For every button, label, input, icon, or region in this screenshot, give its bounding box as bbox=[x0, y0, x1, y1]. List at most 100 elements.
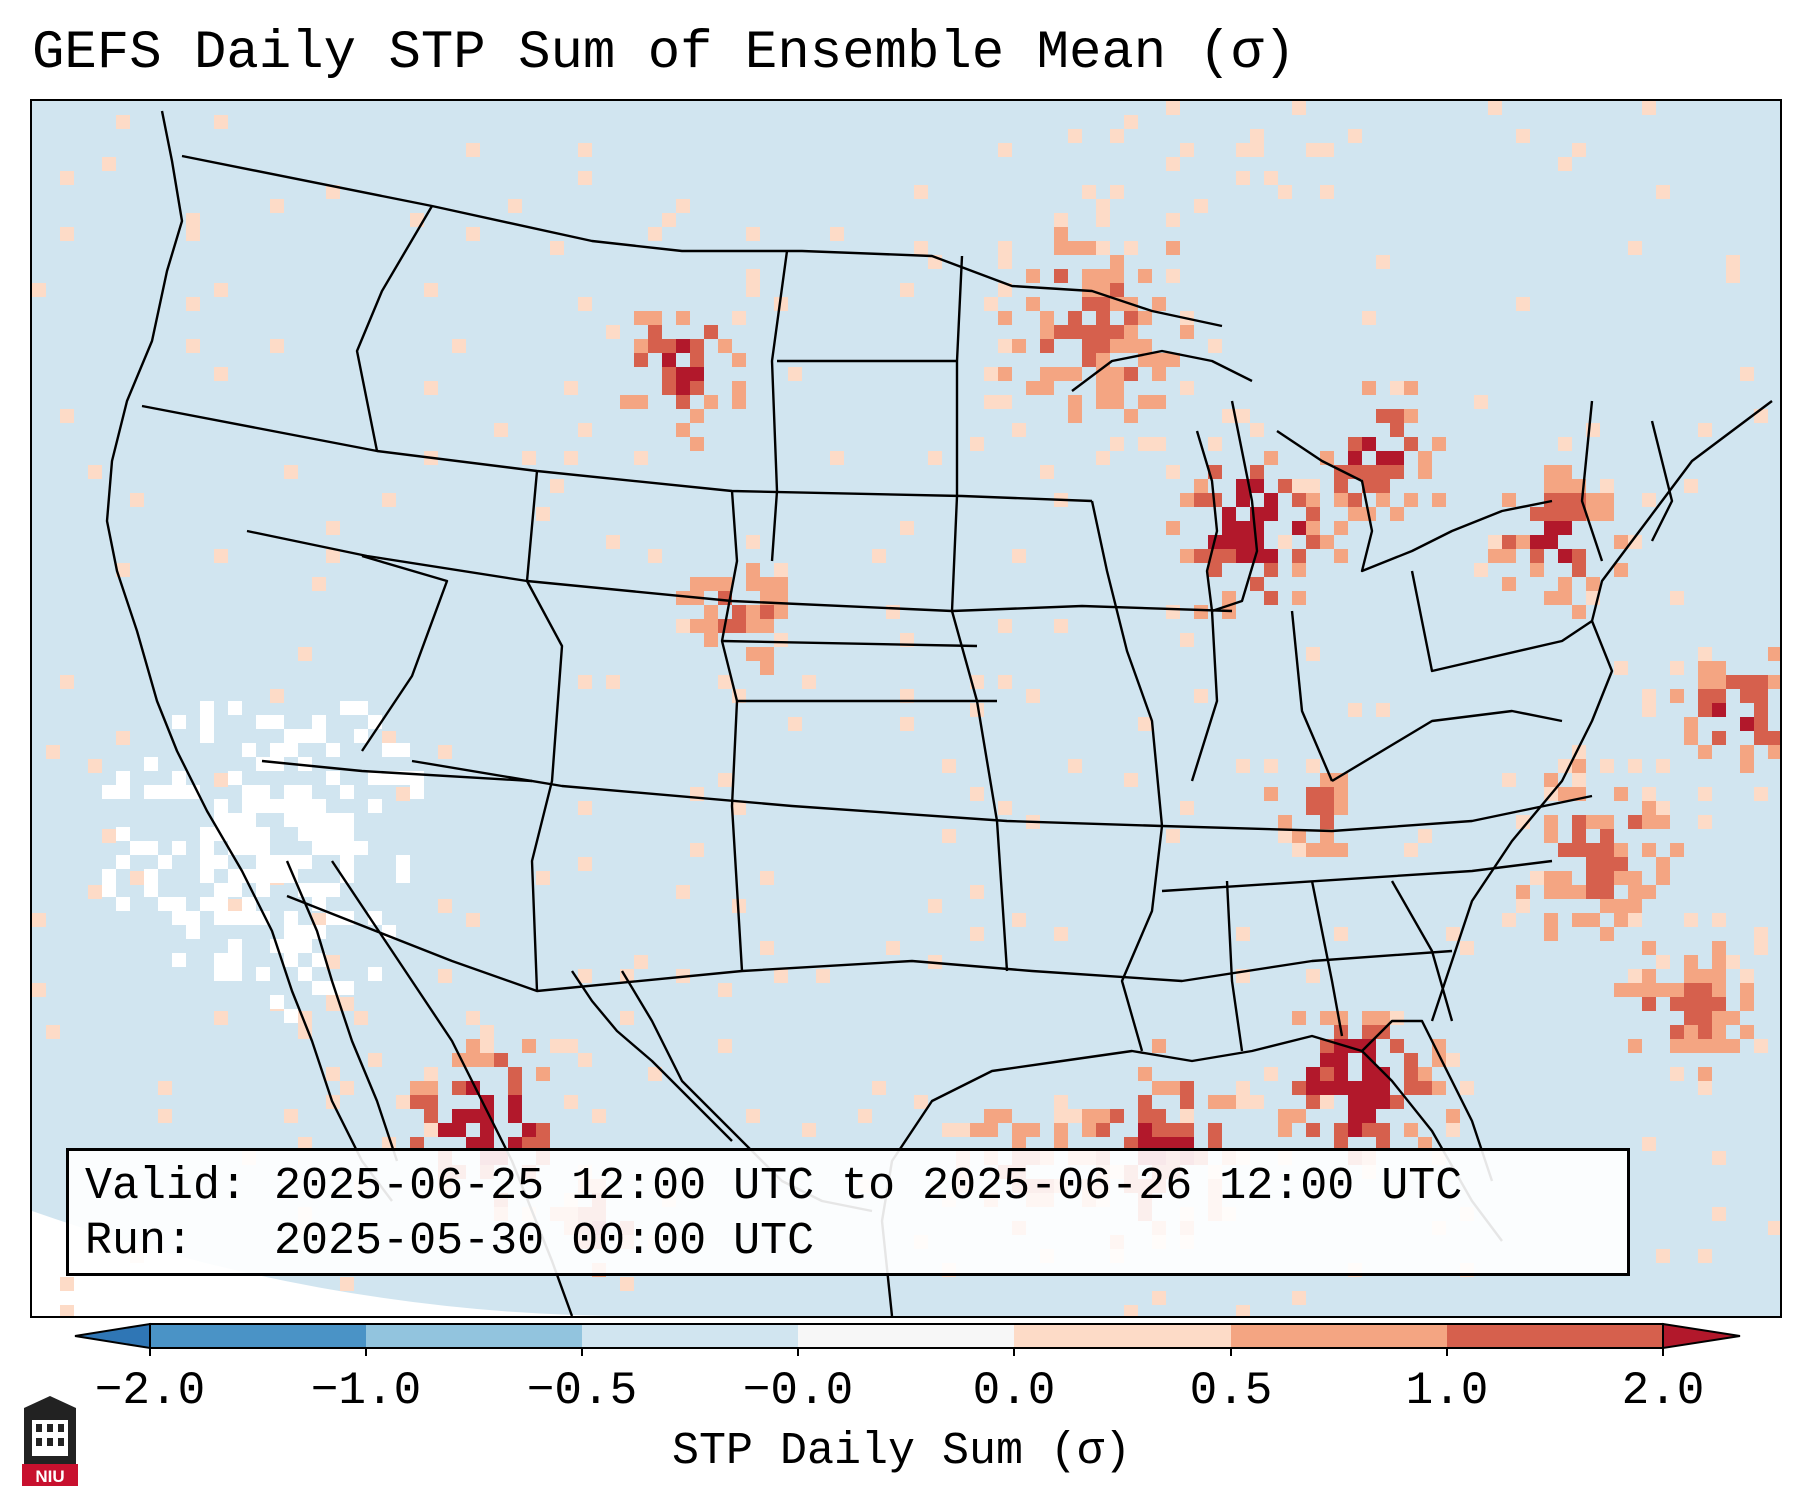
stp-cell bbox=[1110, 269, 1124, 283]
stp-cell bbox=[1152, 1137, 1166, 1151]
stp-cell bbox=[1320, 801, 1334, 815]
stp-cell bbox=[578, 969, 592, 983]
stp-cell bbox=[1684, 1025, 1698, 1039]
stp-cell bbox=[1334, 1067, 1348, 1081]
stp-cell bbox=[1698, 1011, 1712, 1025]
stp-cell bbox=[508, 1067, 522, 1081]
stp-cell bbox=[578, 171, 592, 185]
stp-cell-neutral bbox=[228, 813, 242, 827]
stp-cell bbox=[1166, 213, 1180, 227]
stp-cell bbox=[676, 885, 690, 899]
baja-peninsula bbox=[285, 860, 399, 1162]
stp-cell bbox=[1166, 101, 1180, 115]
stp-cell bbox=[1222, 409, 1236, 423]
stp-cell bbox=[1334, 1081, 1348, 1095]
stp-cell bbox=[158, 1081, 172, 1095]
stp-cell bbox=[1474, 563, 1488, 577]
stp-cell bbox=[1740, 717, 1754, 731]
colorbar-segment-neg05-neg0 bbox=[582, 1324, 798, 1348]
stp-cell bbox=[1096, 241, 1110, 255]
stp-cell-neutral bbox=[214, 967, 228, 981]
stp-cell bbox=[1600, 493, 1614, 507]
stp-cell-neutral bbox=[298, 757, 312, 771]
stp-cell bbox=[1068, 409, 1082, 423]
stp-cell bbox=[1236, 171, 1250, 185]
stp-cell bbox=[1376, 479, 1390, 493]
stp-cell bbox=[1684, 731, 1698, 745]
stp-cell-neutral bbox=[228, 939, 242, 953]
stp-cell-neutral bbox=[256, 715, 270, 729]
stp-cell bbox=[662, 381, 676, 395]
stp-cell bbox=[1096, 353, 1110, 367]
stp-cell bbox=[522, 451, 536, 465]
stp-cell bbox=[1740, 1025, 1754, 1039]
stp-cell bbox=[746, 563, 760, 577]
stp-cell bbox=[1124, 115, 1138, 129]
stp-cell bbox=[424, 1081, 438, 1095]
stp-cell-neutral bbox=[172, 785, 186, 799]
stp-cell-neutral bbox=[242, 911, 256, 925]
stp-cell bbox=[1110, 255, 1124, 269]
stp-cell bbox=[1334, 1011, 1348, 1025]
stp-cell bbox=[1712, 955, 1726, 969]
stp-cell bbox=[1586, 843, 1600, 857]
stp-cell bbox=[1558, 843, 1572, 857]
stp-cell bbox=[1264, 171, 1278, 185]
stp-cell bbox=[1404, 437, 1418, 451]
stp-cell bbox=[1180, 381, 1194, 395]
stp-cell-neutral bbox=[214, 897, 228, 911]
stp-cell bbox=[1152, 1109, 1166, 1123]
stp-cell bbox=[1096, 1123, 1110, 1137]
stp-cell bbox=[690, 381, 704, 395]
stp-cell bbox=[1138, 437, 1152, 451]
stp-cell bbox=[1180, 493, 1194, 507]
stp-cell-neutral bbox=[200, 701, 214, 715]
stp-cell bbox=[578, 675, 592, 689]
stp-cell bbox=[914, 241, 928, 255]
stp-cell bbox=[1054, 619, 1068, 633]
stp-cell bbox=[1264, 451, 1278, 465]
stp-cell bbox=[1614, 871, 1628, 885]
stp-cell bbox=[1208, 437, 1222, 451]
stp-cell-neutral bbox=[256, 967, 270, 981]
stp-cell bbox=[466, 913, 480, 927]
stp-cell bbox=[704, 605, 718, 619]
stp-cell bbox=[1208, 339, 1222, 353]
state-line-x bbox=[1331, 709, 1563, 783]
stp-cell-neutral bbox=[396, 743, 410, 757]
stp-cell bbox=[1544, 507, 1558, 521]
stp-cell bbox=[746, 647, 760, 661]
stp-cell-neutral bbox=[298, 967, 312, 981]
east-coast bbox=[1430, 400, 1773, 1022]
stp-cell bbox=[900, 521, 914, 535]
stp-cell bbox=[438, 899, 452, 913]
stp-cell bbox=[452, 1123, 466, 1137]
stp-cell bbox=[746, 283, 760, 297]
stp-cell bbox=[1096, 325, 1110, 339]
colorbar-outline bbox=[149, 1323, 1664, 1349]
stp-cell bbox=[564, 1095, 578, 1109]
stp-cell bbox=[1264, 493, 1278, 507]
stp-cell bbox=[1222, 535, 1236, 549]
stp-cell bbox=[1292, 479, 1306, 493]
stp-cell-neutral bbox=[228, 883, 242, 897]
stp-cell bbox=[228, 899, 242, 913]
stp-cell bbox=[774, 591, 788, 605]
stp-cell bbox=[1586, 815, 1600, 829]
stp-cell bbox=[1390, 1039, 1404, 1053]
stp-cell bbox=[1558, 493, 1572, 507]
stp-cell bbox=[1460, 941, 1474, 955]
stp-cell bbox=[1110, 129, 1124, 143]
stp-cell bbox=[1096, 451, 1110, 465]
stp-cell bbox=[1166, 353, 1180, 367]
stp-cell bbox=[662, 339, 676, 353]
stp-cell bbox=[1684, 717, 1698, 731]
stp-cell-neutral bbox=[312, 883, 326, 897]
state-line-g bbox=[355, 205, 434, 452]
colorbar-tick-label: 0.5 bbox=[1189, 1365, 1273, 1417]
stp-cell bbox=[1124, 311, 1138, 325]
stp-cell bbox=[1334, 549, 1348, 563]
stp-cell bbox=[1558, 787, 1572, 801]
stp-cell bbox=[1236, 1305, 1250, 1316]
stp-cell bbox=[1180, 1095, 1194, 1109]
